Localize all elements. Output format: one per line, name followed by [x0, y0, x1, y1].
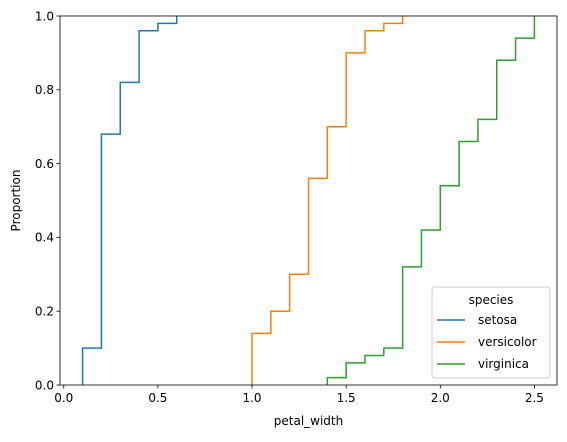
series-layer: [81, 16, 536, 385]
x-tick-label: 2.5: [525, 391, 544, 405]
y-tick-label: 0.0: [35, 378, 54, 392]
y-tick-label: 0.6: [35, 157, 54, 171]
x-axis-label: petal_width: [274, 414, 343, 428]
legend-label-versicolor: versicolor: [478, 335, 537, 349]
x-tick-label: 0.5: [148, 391, 167, 405]
legend-label-setosa: setosa: [478, 313, 517, 327]
series-line-setosa: [81, 16, 178, 385]
y-tick-label: 0.2: [35, 305, 54, 319]
legend-box: [431, 286, 551, 379]
legend-items: setosa versicolor virginica: [437, 313, 537, 371]
series-line-versicolor: [251, 16, 404, 385]
x-tick-label: 0.0: [54, 391, 73, 405]
plot-area-frame: [59, 15, 558, 386]
x-axis-ticks: 0.0 0.5 1.0 1.5 2.0 2.5: [54, 385, 544, 405]
y-tick-label: 0.8: [35, 83, 54, 97]
y-axis-label: Proportion: [9, 170, 23, 232]
y-axis-ticks: 0.0 0.2 0.4 0.6 0.8 1.0: [35, 9, 60, 392]
x-tick-label: 1.0: [242, 391, 261, 405]
legend: species setosa versicolor virginica: [431, 286, 551, 379]
series-line-virginica: [326, 16, 536, 385]
legend-title: species: [469, 293, 514, 307]
y-tick-label: 0.4: [35, 231, 54, 245]
x-tick-label: 2.0: [431, 391, 450, 405]
y-tick-label: 1.0: [35, 9, 54, 23]
legend-label-virginica: virginica: [478, 357, 529, 371]
x-tick-label: 1.5: [337, 391, 356, 405]
